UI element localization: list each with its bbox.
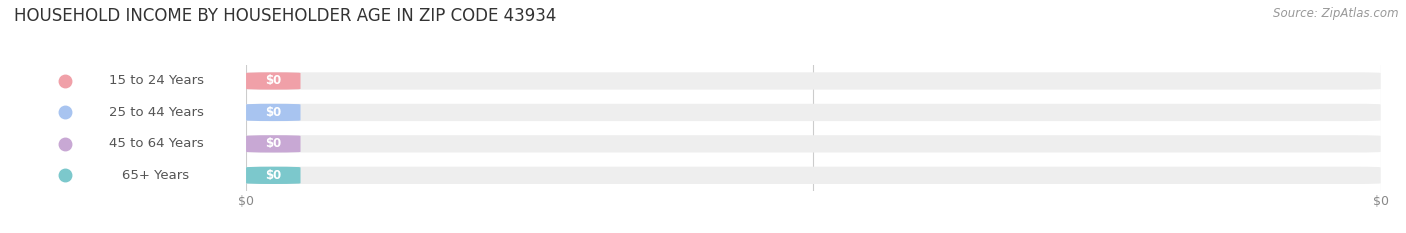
FancyBboxPatch shape [246, 135, 1381, 153]
FancyBboxPatch shape [246, 72, 1381, 90]
Text: $0: $0 [266, 75, 281, 87]
FancyBboxPatch shape [39, 72, 240, 90]
FancyBboxPatch shape [39, 135, 240, 153]
FancyBboxPatch shape [246, 104, 301, 121]
Text: $0: $0 [266, 137, 281, 150]
Text: 45 to 64 Years: 45 to 64 Years [108, 137, 204, 150]
FancyBboxPatch shape [39, 167, 240, 184]
FancyBboxPatch shape [246, 167, 301, 184]
Text: $0: $0 [266, 169, 281, 182]
FancyBboxPatch shape [246, 135, 301, 153]
Text: HOUSEHOLD INCOME BY HOUSEHOLDER AGE IN ZIP CODE 43934: HOUSEHOLD INCOME BY HOUSEHOLDER AGE IN Z… [14, 7, 557, 25]
Text: Source: ZipAtlas.com: Source: ZipAtlas.com [1274, 7, 1399, 20]
Text: 25 to 44 Years: 25 to 44 Years [108, 106, 204, 119]
FancyBboxPatch shape [246, 104, 1381, 121]
Text: $0: $0 [266, 106, 281, 119]
Text: 65+ Years: 65+ Years [122, 169, 190, 182]
FancyBboxPatch shape [39, 104, 240, 121]
Text: 15 to 24 Years: 15 to 24 Years [108, 75, 204, 87]
FancyBboxPatch shape [246, 167, 1381, 184]
FancyBboxPatch shape [246, 72, 301, 90]
